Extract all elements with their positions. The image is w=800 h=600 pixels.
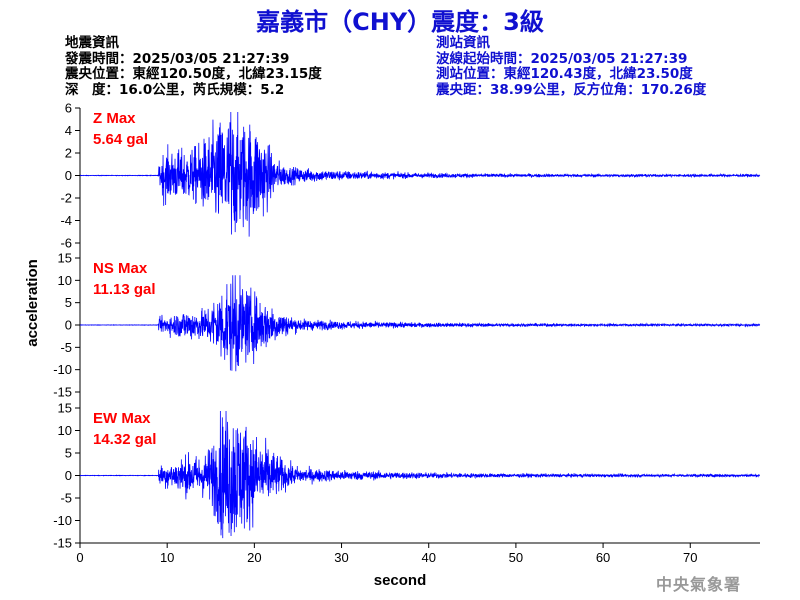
y-axis-title: acceleration (24, 259, 41, 347)
panel-max-value: 5.64 gal (93, 131, 148, 148)
y-tick-label: 0 (65, 318, 72, 333)
y-tick-label: 2 (65, 146, 72, 161)
y-tick-label: 10 (58, 273, 72, 288)
station-info-heading: 測站資訊 (436, 35, 490, 51)
panel-max-title: EW Max (93, 410, 151, 427)
y-tick-label: -6 (60, 236, 72, 251)
x-tick-label: 10 (160, 550, 174, 565)
depth-magnitude: 深 度：16.0公里，芮氏規模：5.2 (65, 81, 285, 98)
panel-max-title: Z Max (93, 110, 136, 127)
y-tick-label: -15 (53, 385, 72, 400)
station-info: 測站資訊 波線起始時間：2025/03/05 21:27:39 測站位置：東經1… (436, 35, 707, 98)
x-tick-label: 20 (247, 550, 261, 565)
x-axis-title: second (374, 572, 427, 589)
series-line-z (79, 112, 761, 237)
wave-start-time: 波線起始時間：2025/03/05 21:27:39 (436, 50, 688, 67)
x-tick-label: 40 (421, 550, 435, 565)
series-line-ew (79, 411, 761, 539)
y-tick-label: -4 (60, 213, 72, 228)
y-tick-label: -5 (60, 340, 72, 355)
x-tick-label: 0 (76, 550, 83, 565)
y-tick-label: -2 (60, 191, 72, 206)
y-tick-label: 5 (65, 295, 72, 310)
y-tick-label: -5 (60, 491, 72, 506)
y-tick-label: 5 (65, 446, 72, 461)
origin-time: 發震時間：2025/03/05 21:27:39 (65, 50, 290, 67)
epicentral-distance: 震央距：38.99公里，反方位角：170.26度 (436, 81, 707, 98)
event-info-heading: 地震資訊 (65, 35, 119, 51)
y-tick-label: -15 (53, 536, 72, 551)
y-tick-label: 0 (65, 168, 72, 183)
y-tick-label: 4 (65, 123, 72, 138)
y-tick-label: -10 (53, 362, 72, 377)
y-tick-label: 15 (58, 401, 72, 416)
epicenter-location: 震央位置：東經120.50度，北緯23.15度 (65, 66, 322, 82)
x-tick-label: 60 (596, 550, 610, 565)
panel-max-value: 11.13 gal (93, 281, 156, 298)
x-tick-label: 70 (683, 550, 697, 565)
y-tick-label: 6 (65, 101, 72, 116)
y-tick-label: -10 (53, 513, 72, 528)
x-tick-label: 30 (334, 550, 348, 565)
series-line-ns (79, 275, 761, 372)
chart-title: 嘉義市（CHY）震度：3級 (256, 8, 544, 36)
y-tick-label: 10 (58, 423, 72, 438)
event-info: 地震資訊 發震時間：2025/03/05 21:27:39 震央位置：東經120… (65, 35, 322, 98)
station-location: 測站位置：東經120.43度，北緯23.50度 (436, 66, 693, 82)
x-tick-label: 50 (509, 550, 523, 565)
y-tick-label: 15 (58, 251, 72, 266)
panel-max-title: NS Max (93, 260, 148, 277)
agency-credit: 中央氣象署 (656, 575, 742, 594)
y-tick-label: 0 (65, 468, 72, 483)
panel-max-value: 14.32 gal (93, 431, 156, 448)
